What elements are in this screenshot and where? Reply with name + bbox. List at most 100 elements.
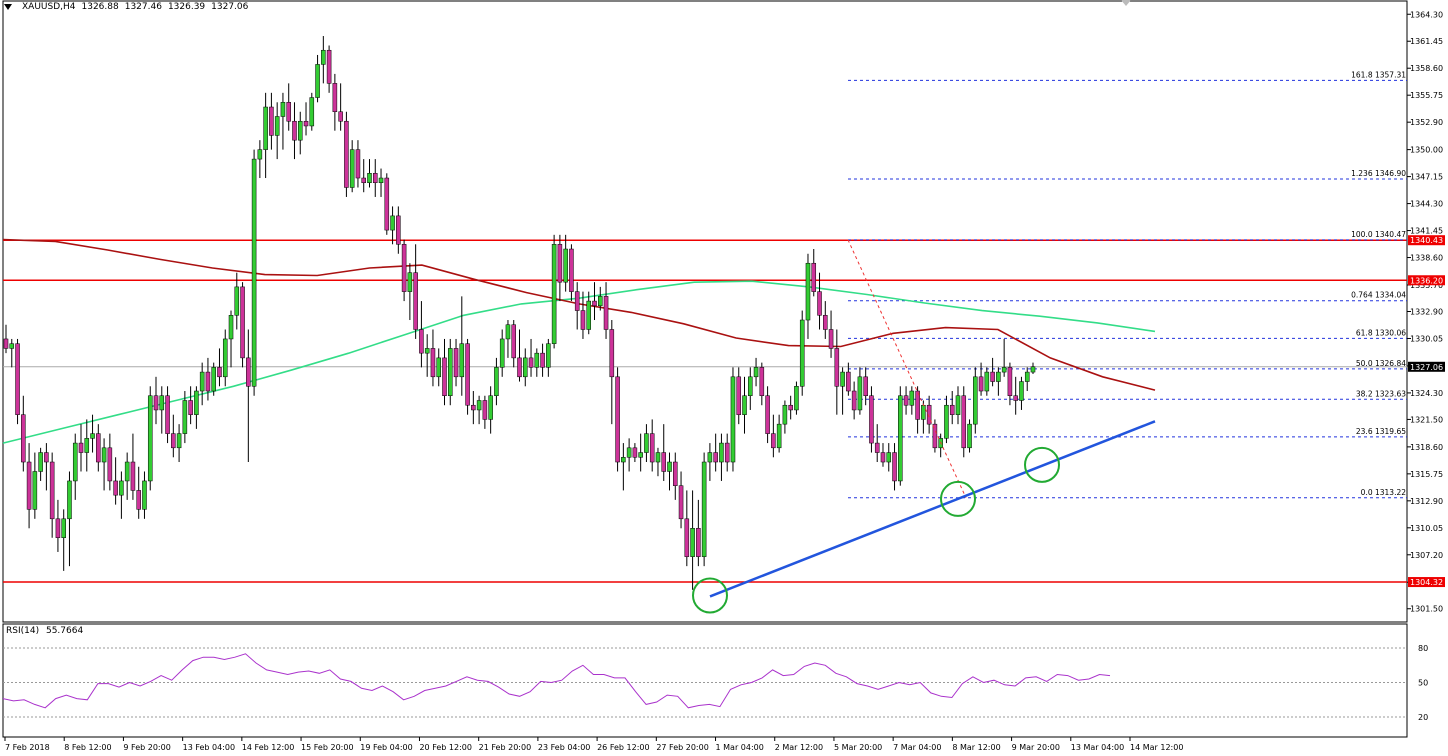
candle-body (159, 395, 165, 411)
candle-body (176, 433, 182, 449)
rsi-level-label: 20 (1418, 713, 1428, 722)
candle-body (194, 390, 199, 415)
candle-body (517, 357, 522, 378)
candle-body (246, 357, 251, 387)
candle-body (753, 367, 759, 378)
candle-body (44, 452, 49, 463)
candle-body (130, 461, 136, 491)
candle-body (765, 395, 770, 434)
candle-body (667, 461, 672, 472)
candle-body (263, 106, 268, 150)
trend-line (709, 420, 1156, 598)
candle-body (471, 404, 476, 411)
price-tick-label: 1355.75 (1410, 91, 1443, 100)
candle-body (644, 433, 649, 453)
price-tick-label: 1335.70 (1410, 281, 1443, 290)
candle-body (372, 173, 378, 184)
time-tick-label: 20 Feb 12:00 (419, 743, 471, 752)
candle-body (269, 106, 274, 136)
candle-body (863, 376, 868, 397)
time-tick-label: 2 Mar 12:00 (775, 743, 823, 752)
price-tick-label: 1318.60 (1410, 443, 1443, 452)
touch-circle (1024, 446, 1060, 483)
candle-body (188, 400, 193, 415)
price-tick-label: 1358.60 (1410, 64, 1443, 73)
candle-body (124, 461, 130, 482)
candle-body (142, 480, 147, 510)
candle-body (730, 376, 736, 463)
candle-body (384, 177, 390, 231)
price-tick-label: 1332.90 (1410, 308, 1443, 317)
high-value: 1327.46 (124, 2, 162, 12)
candle-body (788, 404, 793, 411)
candle-body (996, 371, 1001, 382)
time-tick-label: 7 Feb 2018 (5, 743, 50, 752)
candle-body (505, 324, 511, 340)
candle-body (234, 286, 240, 316)
time-tick-label: 14 Feb 12:00 (242, 743, 294, 752)
candle-body (21, 414, 26, 463)
candle-body (719, 442, 724, 463)
candle-body (286, 102, 291, 122)
candle-body (955, 395, 961, 415)
candle-body (528, 357, 534, 368)
candle-body (240, 286, 245, 359)
chart-shift-marker-icon[interactable] (1121, 0, 1131, 6)
candle-body (932, 423, 938, 449)
price-tick-label: 1307.20 (1410, 551, 1443, 560)
rsi-header: RSI(14) 55.7664 (6, 626, 83, 636)
candle-body (823, 315, 828, 330)
chart-header: XAUUSD,H4 1326.88 1327.46 1326.39 1327.0… (4, 2, 248, 12)
level-price-tag (1408, 577, 1445, 588)
fib-level-label: 23.6 1319.65 (1356, 427, 1406, 436)
candle-body (724, 442, 730, 463)
candle-body (563, 248, 568, 283)
price-tick-label: 1338.60 (1410, 254, 1443, 263)
candle-body (632, 447, 638, 458)
candle-body (580, 310, 586, 330)
candle-body (869, 395, 874, 444)
candle-body (321, 49, 326, 65)
candle-body (701, 461, 707, 557)
price-tick-label: 1315.75 (1410, 470, 1443, 479)
time-tick-label: 14 Mar 12:00 (1130, 743, 1183, 752)
candle-body (315, 64, 320, 98)
candle-body (661, 452, 667, 472)
candle-body (67, 480, 72, 520)
rsi-line (2, 653, 1111, 709)
candle-body (817, 291, 822, 316)
fib-level-label: 161.8 1357.31 (1351, 70, 1406, 79)
candle-body (949, 404, 955, 415)
time-tick-label: 13 Feb 04:00 (183, 743, 235, 752)
candle-body (603, 296, 609, 330)
candle-body (759, 367, 765, 397)
candle-body (153, 395, 159, 411)
time-tick-label: 19 Feb 04:00 (360, 743, 412, 752)
candle-body (309, 97, 315, 127)
close-value: 1327.06 (211, 2, 249, 12)
candle-body (26, 461, 32, 510)
candle-body (453, 348, 459, 378)
candle-body (55, 518, 61, 538)
candle-body (459, 343, 465, 378)
time-tick-label: 23 Feb 04:00 (538, 743, 590, 752)
price-tick-label: 1364.30 (1410, 10, 1443, 19)
collapse-triangle-icon[interactable] (4, 4, 12, 10)
candle-body (107, 447, 113, 482)
candle-body (292, 120, 297, 141)
time-tick-label: 8 Mar 12:00 (952, 743, 1000, 752)
candle-body (442, 357, 447, 397)
candle-body (880, 452, 886, 463)
candle-body (332, 83, 338, 113)
candle-body (713, 452, 718, 463)
candle-body (390, 215, 395, 231)
candle-body (615, 376, 620, 463)
candle-body (303, 120, 309, 127)
candle-body (136, 490, 141, 510)
candle-body (430, 348, 436, 378)
candle-body (967, 423, 972, 449)
candle-body (257, 149, 263, 160)
candle-body (1019, 381, 1024, 401)
price-tick-label: 1330.05 (1410, 334, 1443, 343)
